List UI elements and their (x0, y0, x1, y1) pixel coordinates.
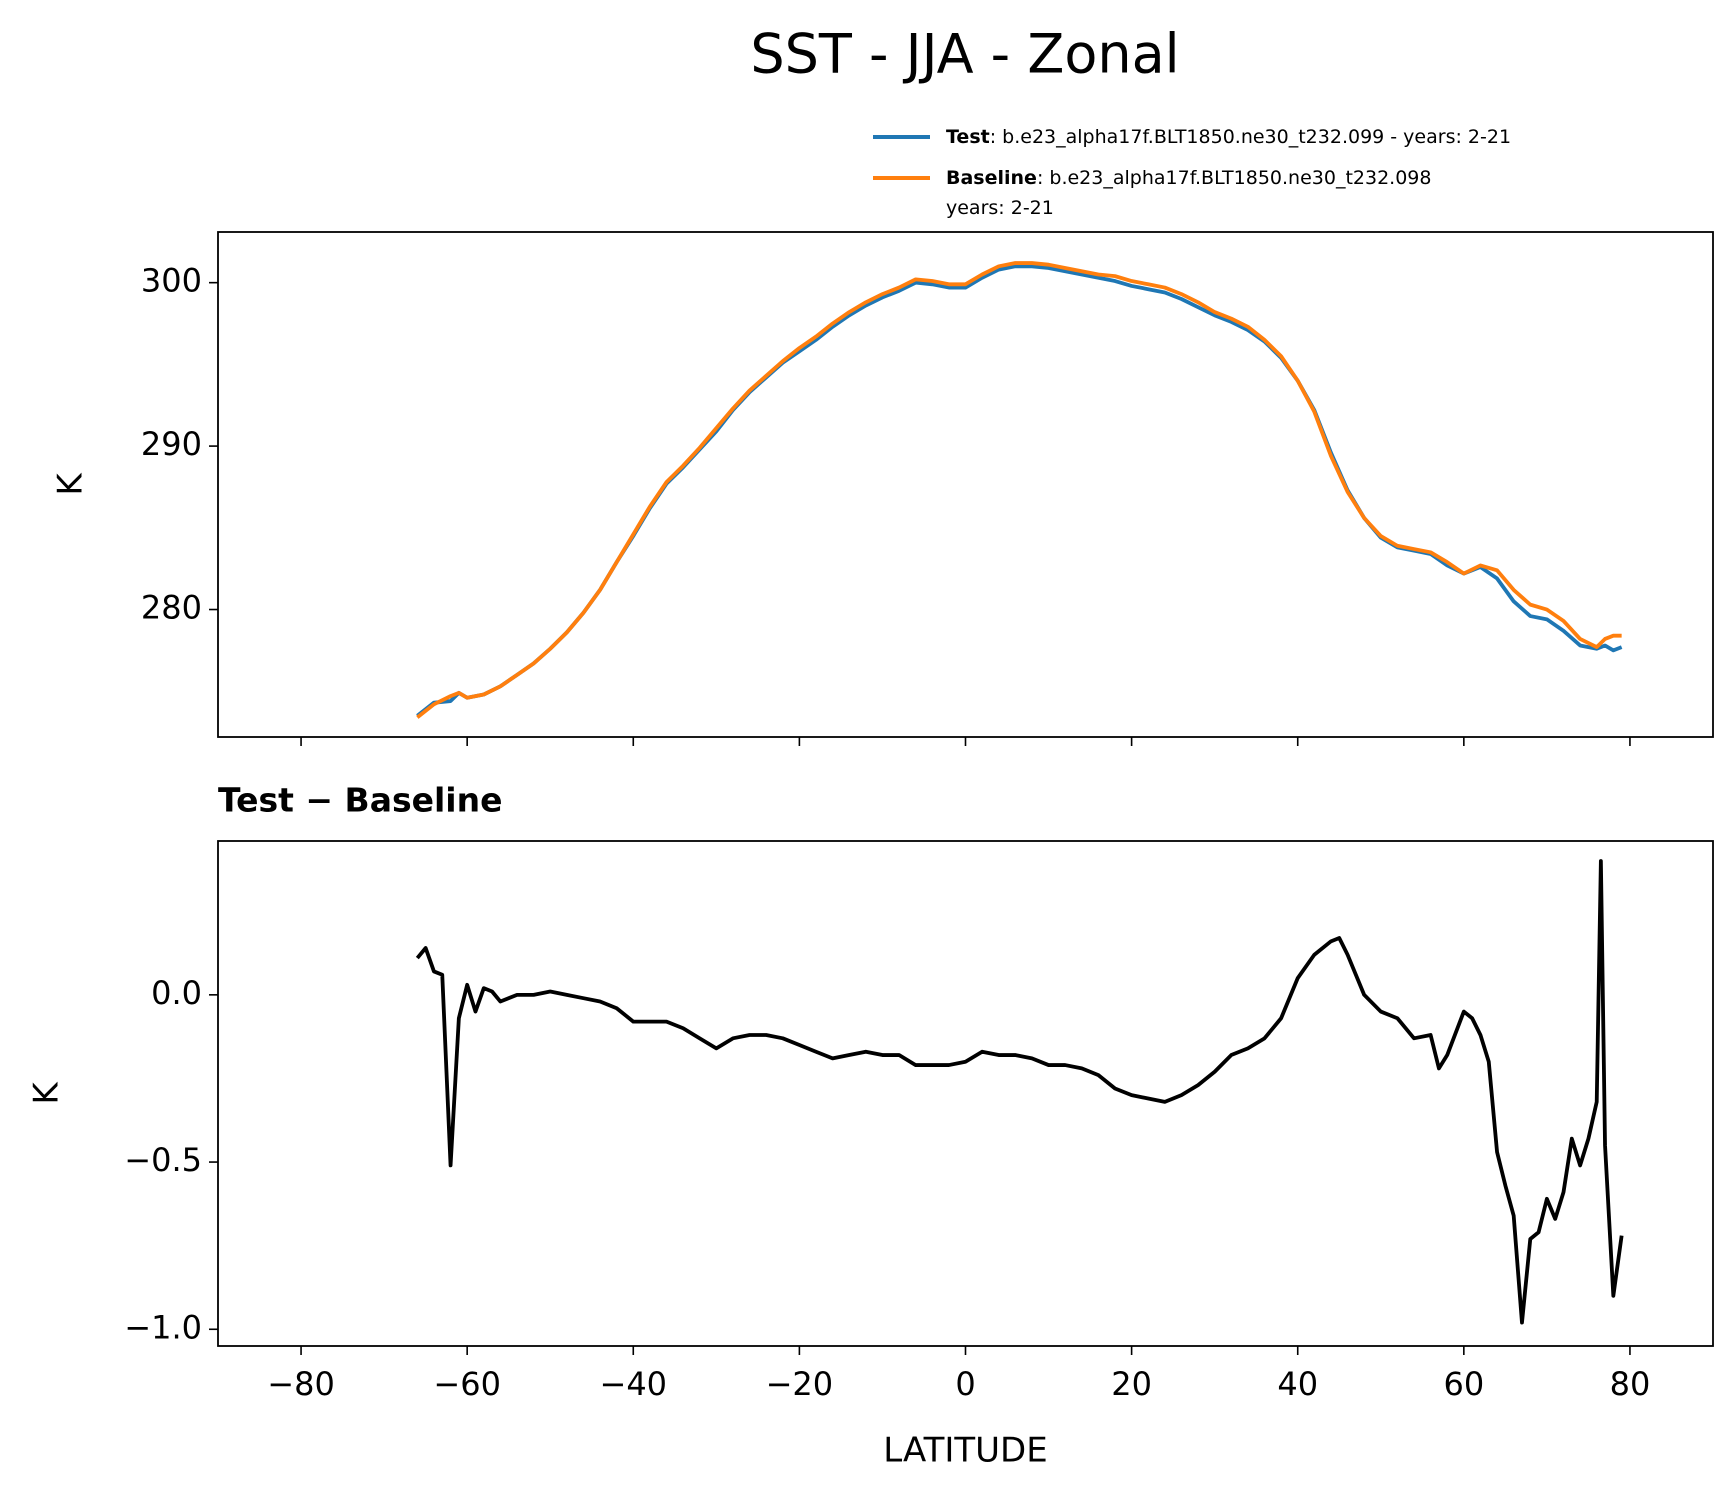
x-tick-label: 0 (955, 1365, 975, 1403)
x-tick-label: 20 (1111, 1365, 1152, 1403)
data-line (416, 264, 1623, 718)
y-tick-label: 300 (141, 262, 202, 300)
plot-frame (217, 231, 1714, 738)
legend-text: Baseline: b.e23_alpha17f.BLT1850.ne30_t2… (946, 167, 1431, 189)
legend-text: Test: b.e23_alpha17f.BLT1850.ne30_t232.0… (946, 126, 1511, 148)
legend-description: : b.e23_alpha17f.BLT1850.ne30_t232.098 (1037, 167, 1432, 189)
legend-name: Baseline (946, 167, 1037, 189)
x-tick-label: −80 (267, 1365, 335, 1403)
x-tick-label: −40 (600, 1365, 668, 1403)
legend-name: Test (946, 126, 990, 148)
legend-description: years: 2-21 (946, 197, 1054, 219)
y-axis-label: K (51, 472, 91, 496)
y-tick-label: 0.0 (151, 974, 202, 1012)
x-tick-label: −60 (433, 1365, 501, 1403)
legend-description: : b.e23_alpha17f.BLT1850.ne30_t232.099 -… (990, 126, 1511, 148)
y-axis-label: K (27, 1081, 67, 1105)
y-tick-label: 290 (141, 425, 202, 463)
x-tick-label: 80 (1610, 1365, 1651, 1403)
figure-title: SST - JJA - Zonal (750, 23, 1179, 86)
y-tick-label: 280 (141, 589, 202, 627)
data-line (415, 859, 1624, 1325)
x-tick-label: 60 (1443, 1365, 1484, 1403)
legend-text: years: 2-21 (946, 197, 1054, 219)
y-tick-label: −1.0 (124, 1308, 202, 1346)
y-tick-label: −0.5 (124, 1141, 202, 1179)
plot-frame (217, 840, 1714, 1347)
x-axis-label: LATITUDE (883, 1431, 1047, 1471)
x-tick-label: 40 (1277, 1365, 1318, 1403)
x-tick-label: −20 (766, 1365, 834, 1403)
subplot-title: Test − Baseline (218, 781, 503, 820)
data-line (416, 261, 1622, 719)
